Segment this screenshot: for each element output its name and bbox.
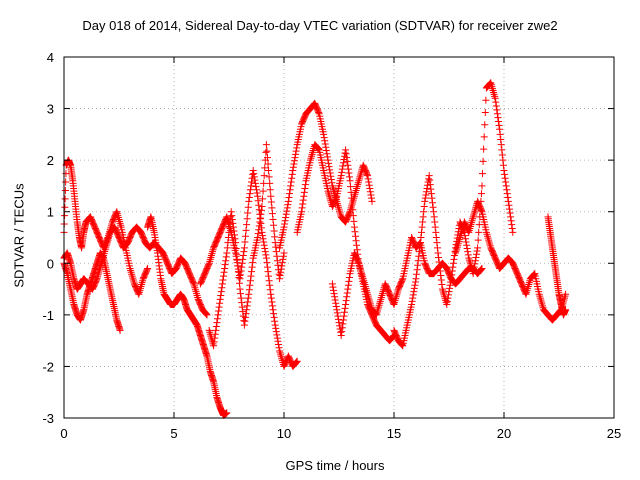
y-tick-label: 0: [47, 256, 54, 271]
y-tick-label: 2: [47, 153, 54, 168]
x-tick-label: 0: [60, 426, 67, 441]
data-points: [60, 79, 570, 419]
data-point-markers: [293, 141, 398, 345]
data-point-markers: [452, 197, 570, 324]
x-tick-label: 15: [387, 426, 401, 441]
series-trace-e: [196, 166, 301, 370]
y-tick-labels: -3 -2 -1 0 1 2 3 4: [42, 50, 54, 426]
y-tick-label: -1: [42, 308, 54, 323]
axis-ticks: [63, 56, 615, 419]
chart-title: Day 018 of 2014, Sidereal Day-to-day VTE…: [82, 18, 558, 33]
x-tick-label: 5: [170, 426, 177, 441]
y-tick-label: -3: [42, 411, 54, 426]
series-trace-i: [328, 234, 486, 339]
series-trace-g: [276, 99, 376, 252]
series-trace-k: [452, 197, 570, 324]
data-point-markers: [196, 166, 301, 370]
series-trace-f: [205, 141, 288, 350]
y-tick-label: 3: [47, 102, 54, 117]
x-tick-label: 10: [277, 426, 291, 441]
series-trace-l: [544, 213, 570, 319]
plot-frame: [63, 56, 615, 419]
y-tick-label: 1: [47, 205, 54, 220]
data-point-markers: [276, 99, 376, 252]
data-point-markers: [328, 234, 486, 339]
x-tick-labels: 0 5 10 15 20 25: [60, 426, 621, 441]
y-tick-label: -2: [42, 359, 54, 374]
data-point-markers: [544, 213, 570, 319]
data-point-markers: [390, 79, 517, 350]
x-tick-label: 20: [497, 426, 511, 441]
data-point-markers: [144, 213, 231, 419]
x-tick-label: 25: [607, 426, 621, 441]
data-point-markers: [205, 141, 288, 350]
x-axis-label: GPS time / hours: [285, 458, 385, 473]
series-trace-j: [390, 79, 517, 350]
y-axis-label: SDTVAR / TECUs: [11, 183, 27, 288]
y-tick-label: 4: [47, 50, 54, 65]
series-trace-d: [144, 213, 231, 419]
series-trace-h: [293, 141, 398, 345]
